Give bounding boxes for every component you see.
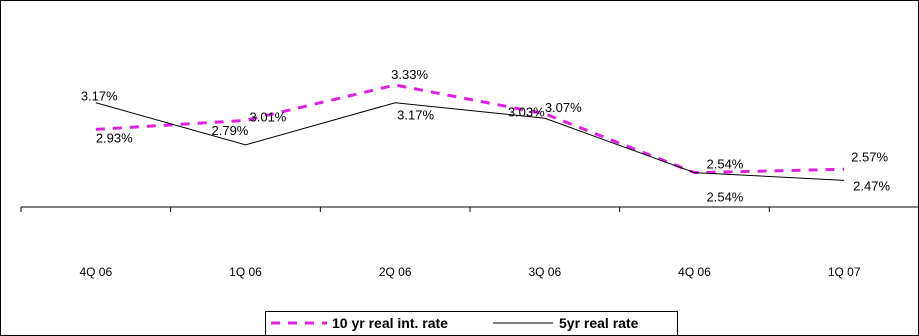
x-tick-label: 4Q 06 <box>678 265 711 279</box>
legend-label-5yr: 5yr real rate <box>559 315 639 331</box>
data-label-10yr: 2.54% <box>707 157 744 172</box>
data-label-10yr: 3.07% <box>545 100 582 115</box>
legend-label-10yr: 10 yr real int. rate <box>332 315 448 331</box>
series-line-10yr <box>95 83 845 175</box>
x-tick-label: 1Q 06 <box>229 265 262 279</box>
data-label-5yr: 2.47% <box>853 178 890 193</box>
x-tick-label: 1Q 07 <box>828 265 861 279</box>
legend-box <box>265 311 678 336</box>
data-label-5yr: 2.79% <box>212 123 249 138</box>
data-label-5yr: 3.17% <box>397 108 434 123</box>
data-label-5yr: 3.17% <box>81 89 118 104</box>
x-tick-label: 3Q 06 <box>528 265 561 279</box>
data-label-10yr: 3.33% <box>391 67 428 82</box>
data-label-10yr: 2.93% <box>96 130 133 145</box>
data-label-10yr: 3.01% <box>250 109 287 124</box>
x-tick-label: 2Q 06 <box>379 265 412 279</box>
data-label-5yr: 3.03% <box>508 104 545 119</box>
legend: 10 yr real int. rate 5yr real rate <box>265 311 678 336</box>
data-label-5yr: 2.54% <box>707 190 744 205</box>
x-tick-label: 4Q 06 <box>79 265 112 279</box>
data-label-10yr: 2.57% <box>851 149 888 164</box>
series-line-5yr <box>95 102 845 181</box>
